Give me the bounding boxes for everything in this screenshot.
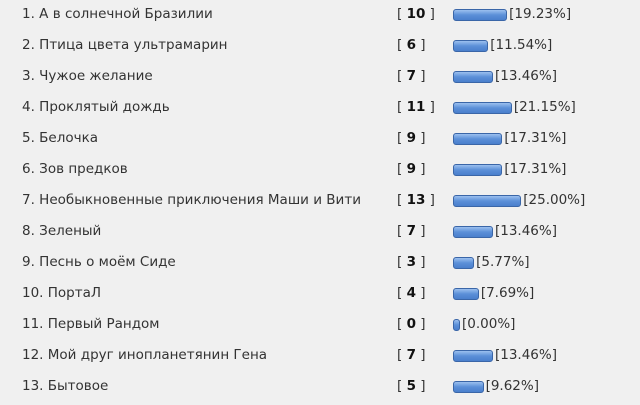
vote-count: [ 7 ]	[397, 68, 426, 84]
vote-count: [ 10 ]	[397, 6, 435, 22]
result-bar-group: [7.69%]	[453, 285, 535, 301]
poll-result-row: 7. Необыкновенные приключения Маши и Вит…	[0, 186, 640, 217]
vote-count: [ 9 ]	[397, 161, 426, 177]
percent-label: [21.15%]	[513, 99, 576, 115]
poll-result-row: 9. Песнь о моём Сиде [ 3 ] [5.77%]	[0, 248, 640, 279]
vote-count-value: 5	[406, 378, 416, 394]
vote-count: [ 13 ]	[397, 192, 435, 208]
option-title: 11. Первый Рандом	[22, 316, 160, 332]
result-bar-group: [17.31%]	[453, 161, 567, 177]
percent-label: [17.31%]	[504, 130, 567, 146]
result-bar	[453, 381, 484, 393]
result-bar-group: [0.00%]	[453, 316, 516, 332]
result-bar-group: [19.23%]	[453, 6, 572, 22]
vote-count-value: 0	[406, 316, 416, 332]
result-bar-group: [21.15%]	[453, 99, 576, 115]
vote-count: [ 6 ]	[397, 37, 426, 53]
result-bar	[453, 71, 493, 83]
vote-count: [ 4 ]	[397, 285, 426, 301]
percent-label: [5.77%]	[476, 254, 530, 270]
percent-label: [17.31%]	[504, 161, 567, 177]
poll-result-row: 11. Первый Рандом [ 0 ] [0.00%]	[0, 310, 640, 341]
vote-count-value: 10	[406, 6, 426, 22]
option-title: 4. Проклятый дождь	[22, 99, 170, 115]
option-title: 2. Птица цвета ультрамарин	[22, 37, 228, 53]
vote-count: [ 3 ]	[397, 254, 426, 270]
result-bar-group: [13.46%]	[453, 223, 557, 239]
result-bar	[453, 40, 489, 52]
percent-label: [13.46%]	[494, 68, 557, 84]
poll-result-row: 2. Птица цвета ультрамарин [ 6 ] [11.54%]	[0, 31, 640, 62]
option-title: 5. Белочка	[22, 130, 99, 146]
option-title: 3. Чужое желание	[22, 68, 153, 84]
result-bar-group: [5.77%]	[453, 254, 530, 270]
result-bar	[453, 102, 512, 114]
result-bar-group: [25.00%]	[453, 192, 586, 208]
result-bar	[453, 319, 460, 331]
percent-label: [7.69%]	[480, 285, 535, 301]
option-title: 9. Песнь о моём Сиде	[22, 254, 176, 270]
result-bar-group: [9.62%]	[453, 378, 539, 394]
result-bar	[453, 164, 503, 176]
percent-label: [11.54%]	[490, 37, 553, 53]
vote-count: [ 9 ]	[397, 130, 426, 146]
result-bar	[453, 257, 475, 269]
result-bar	[453, 350, 493, 362]
percent-label: [0.00%]	[462, 316, 516, 332]
vote-count-value: 11	[406, 99, 426, 115]
poll-result-row: 1. А в солнечной Бразилии [ 10 ] [19.23%]	[0, 0, 640, 31]
vote-count-value: 4	[406, 285, 416, 301]
result-bar-group: [13.46%]	[453, 347, 557, 363]
result-bar	[453, 226, 493, 238]
vote-count: [ 5 ]	[397, 378, 426, 394]
vote-count: [ 11 ]	[397, 99, 435, 115]
result-bar	[453, 288, 479, 300]
poll-result-row: 12. Мой друг инопланетянин Гена [ 7 ] [13.…	[0, 341, 640, 372]
vote-count-value: 7	[406, 223, 416, 239]
poll-result-row: 5. Белочка [ 9 ] [17.31%]	[0, 124, 640, 155]
poll-result-row: 6. Зов предков [ 9 ] [17.31%]	[0, 155, 640, 186]
percent-label: [13.46%]	[494, 223, 557, 239]
result-bar	[453, 9, 508, 21]
percent-label: [25.00%]	[523, 192, 586, 208]
result-bar-group: [17.31%]	[453, 130, 567, 146]
percent-label: [19.23%]	[509, 6, 572, 22]
option-title: 10. ПортаЛ	[22, 285, 102, 301]
option-title: 1. А в солнечной Бразилии	[22, 6, 213, 22]
option-title: 12. Мой друг инопланетянин Гена	[22, 347, 268, 363]
result-bar	[453, 133, 503, 145]
result-bar	[453, 195, 522, 207]
vote-count-value: 6	[406, 37, 416, 53]
option-title: 8. Зеленый	[22, 223, 102, 239]
vote-count: [ 7 ]	[397, 347, 426, 363]
poll-result-row: 13. Бытовое [ 5 ] [9.62%]	[0, 372, 640, 403]
vote-count-value: 9	[406, 130, 416, 146]
percent-label: [13.46%]	[494, 347, 557, 363]
option-title: 7. Необыкновенные приключения Маши и Вит…	[22, 192, 361, 208]
poll-result-row: 10. ПортаЛ [ 4 ] [7.69%]	[0, 279, 640, 310]
vote-count: [ 7 ]	[397, 223, 426, 239]
vote-count-value: 9	[406, 161, 416, 177]
poll-result-row: 8. Зеленый [ 7 ] [13.46%]	[0, 217, 640, 248]
percent-label: [9.62%]	[485, 378, 539, 394]
poll-result-row: 3. Чужое желание [ 7 ] [13.46%]	[0, 62, 640, 93]
option-title: 6. Зов предков	[22, 161, 128, 177]
vote-count-value: 7	[406, 68, 416, 84]
result-bar-group: [13.46%]	[453, 68, 557, 84]
vote-count-value: 13	[406, 192, 426, 208]
result-bar-group: [11.54%]	[453, 37, 553, 53]
vote-count-value: 7	[406, 347, 416, 363]
poll-result-row: 4. Проклятый дождь [ 11 ] [21.15%]	[0, 93, 640, 124]
option-title: 13. Бытовое	[22, 378, 109, 394]
vote-count: [ 0 ]	[397, 316, 426, 332]
vote-count-value: 3	[406, 254, 416, 270]
